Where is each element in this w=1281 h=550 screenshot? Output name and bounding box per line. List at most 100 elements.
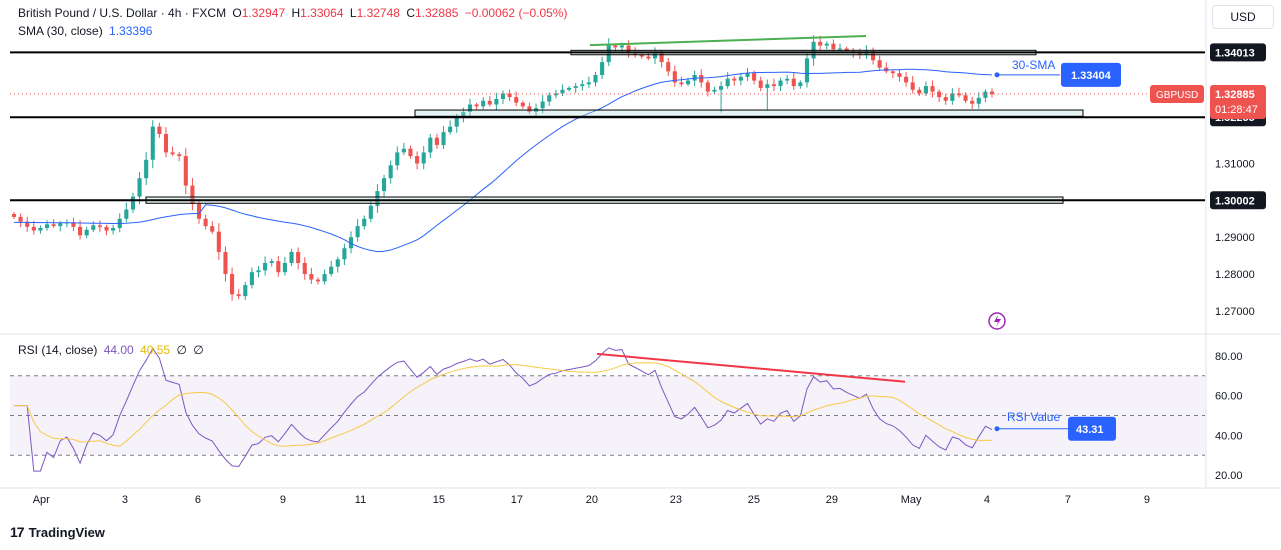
rsi-value: 44.00	[104, 343, 134, 357]
candle	[362, 219, 366, 226]
candle	[547, 95, 551, 101]
sma-callout-label: 30-SMA	[1012, 58, 1055, 72]
price-axis-tick: 1.29000	[1215, 232, 1255, 244]
candle	[950, 93, 954, 100]
candle	[977, 98, 981, 104]
candle	[785, 79, 789, 81]
sma-callout-dot	[995, 72, 1000, 77]
time-axis-tick: 25	[748, 494, 760, 506]
candle	[666, 62, 670, 71]
sma-value: 1.33396	[109, 24, 152, 38]
time-axis-tick: 11	[355, 494, 366, 506]
candle	[270, 261, 274, 263]
rsi-legend[interactable]: RSI (14, close) 44.00 40.55 ∅ ∅	[18, 343, 207, 357]
candle	[798, 82, 802, 86]
candle	[177, 154, 181, 156]
candle	[98, 225, 102, 226]
candle	[494, 99, 498, 105]
lightning-icon	[989, 313, 1005, 329]
candle	[488, 101, 492, 105]
candle	[131, 197, 135, 210]
candle	[263, 263, 267, 270]
candle	[587, 82, 591, 84]
candle	[448, 127, 452, 133]
candle	[250, 272, 254, 285]
time-axis-tick: 7	[1065, 494, 1071, 506]
time-axis-tick: 9	[280, 494, 286, 506]
candle	[395, 152, 399, 165]
candle	[157, 127, 161, 134]
candle	[415, 156, 419, 163]
candle	[560, 90, 564, 94]
candle	[593, 75, 597, 82]
candle	[91, 225, 95, 229]
rsi-axis-tick: 80.00	[1215, 351, 1243, 363]
candle	[329, 267, 333, 274]
candle	[441, 132, 445, 145]
candle	[567, 88, 571, 90]
rsi-extra-1: ∅	[176, 343, 186, 357]
candle	[878, 60, 882, 67]
candle	[580, 84, 584, 86]
candle	[924, 86, 928, 93]
candle	[164, 134, 168, 152]
price-axis-tick: 1.31000	[1215, 158, 1255, 170]
time-axis-tick: 29	[826, 494, 838, 506]
candle	[818, 42, 822, 46]
last-price-label: 1.32885	[1215, 89, 1255, 101]
rsi-callout-dot	[995, 426, 1000, 431]
candle	[699, 75, 703, 82]
candle	[289, 252, 293, 263]
candle	[283, 263, 287, 272]
candle	[12, 214, 16, 217]
candle	[230, 274, 234, 294]
candle	[706, 82, 710, 91]
candle	[930, 86, 934, 92]
sma-callout-value: 1.33404	[1071, 70, 1112, 82]
sma-legend[interactable]: SMA (30, close) 1.33396	[18, 24, 155, 38]
candle	[646, 57, 650, 59]
countdown-label: 01:28:47	[1215, 104, 1258, 116]
candle	[917, 90, 921, 94]
candle	[151, 127, 155, 160]
time-axis-tick: 23	[670, 494, 682, 506]
candle	[732, 79, 736, 81]
candle	[32, 227, 36, 231]
brand: 17 TradingView	[10, 524, 105, 540]
candle	[475, 105, 479, 107]
high-value: 1.33064	[300, 6, 343, 20]
candle	[303, 263, 307, 274]
symbol-title[interactable]: British Pound / U.S. Dollar · 4h · FXCM	[18, 6, 226, 20]
time-axis-tick: Apr	[33, 494, 50, 506]
candle	[970, 101, 974, 104]
candle	[124, 210, 128, 219]
time-axis-tick: 9	[1144, 494, 1150, 506]
candle	[455, 117, 459, 126]
high-label: H	[291, 6, 300, 20]
price-axis-tick: 1.27000	[1215, 306, 1255, 318]
candle	[111, 228, 115, 231]
candle	[408, 149, 412, 156]
candle	[237, 294, 241, 296]
currency-button[interactable]: USD	[1212, 5, 1274, 29]
candle	[904, 77, 908, 83]
rsi-axis-tick: 60.00	[1215, 391, 1243, 403]
tradingview-logo-icon: 17	[10, 524, 24, 540]
low-label: L	[350, 6, 357, 20]
candle	[210, 226, 214, 232]
candle	[342, 248, 346, 259]
open-value: 1.32947	[242, 6, 285, 20]
candle	[726, 79, 730, 86]
candle	[323, 274, 327, 281]
change-value: −0.00062 (−0.05%)	[465, 6, 568, 20]
candle	[983, 92, 987, 98]
candle	[765, 84, 769, 88]
candle	[369, 206, 373, 219]
rsi-callout-value: 43.31	[1076, 424, 1104, 436]
candle	[613, 46, 617, 48]
candle	[838, 48, 842, 49]
candle	[138, 178, 142, 196]
candle	[911, 82, 915, 89]
candle	[964, 95, 968, 101]
candle	[256, 270, 260, 272]
